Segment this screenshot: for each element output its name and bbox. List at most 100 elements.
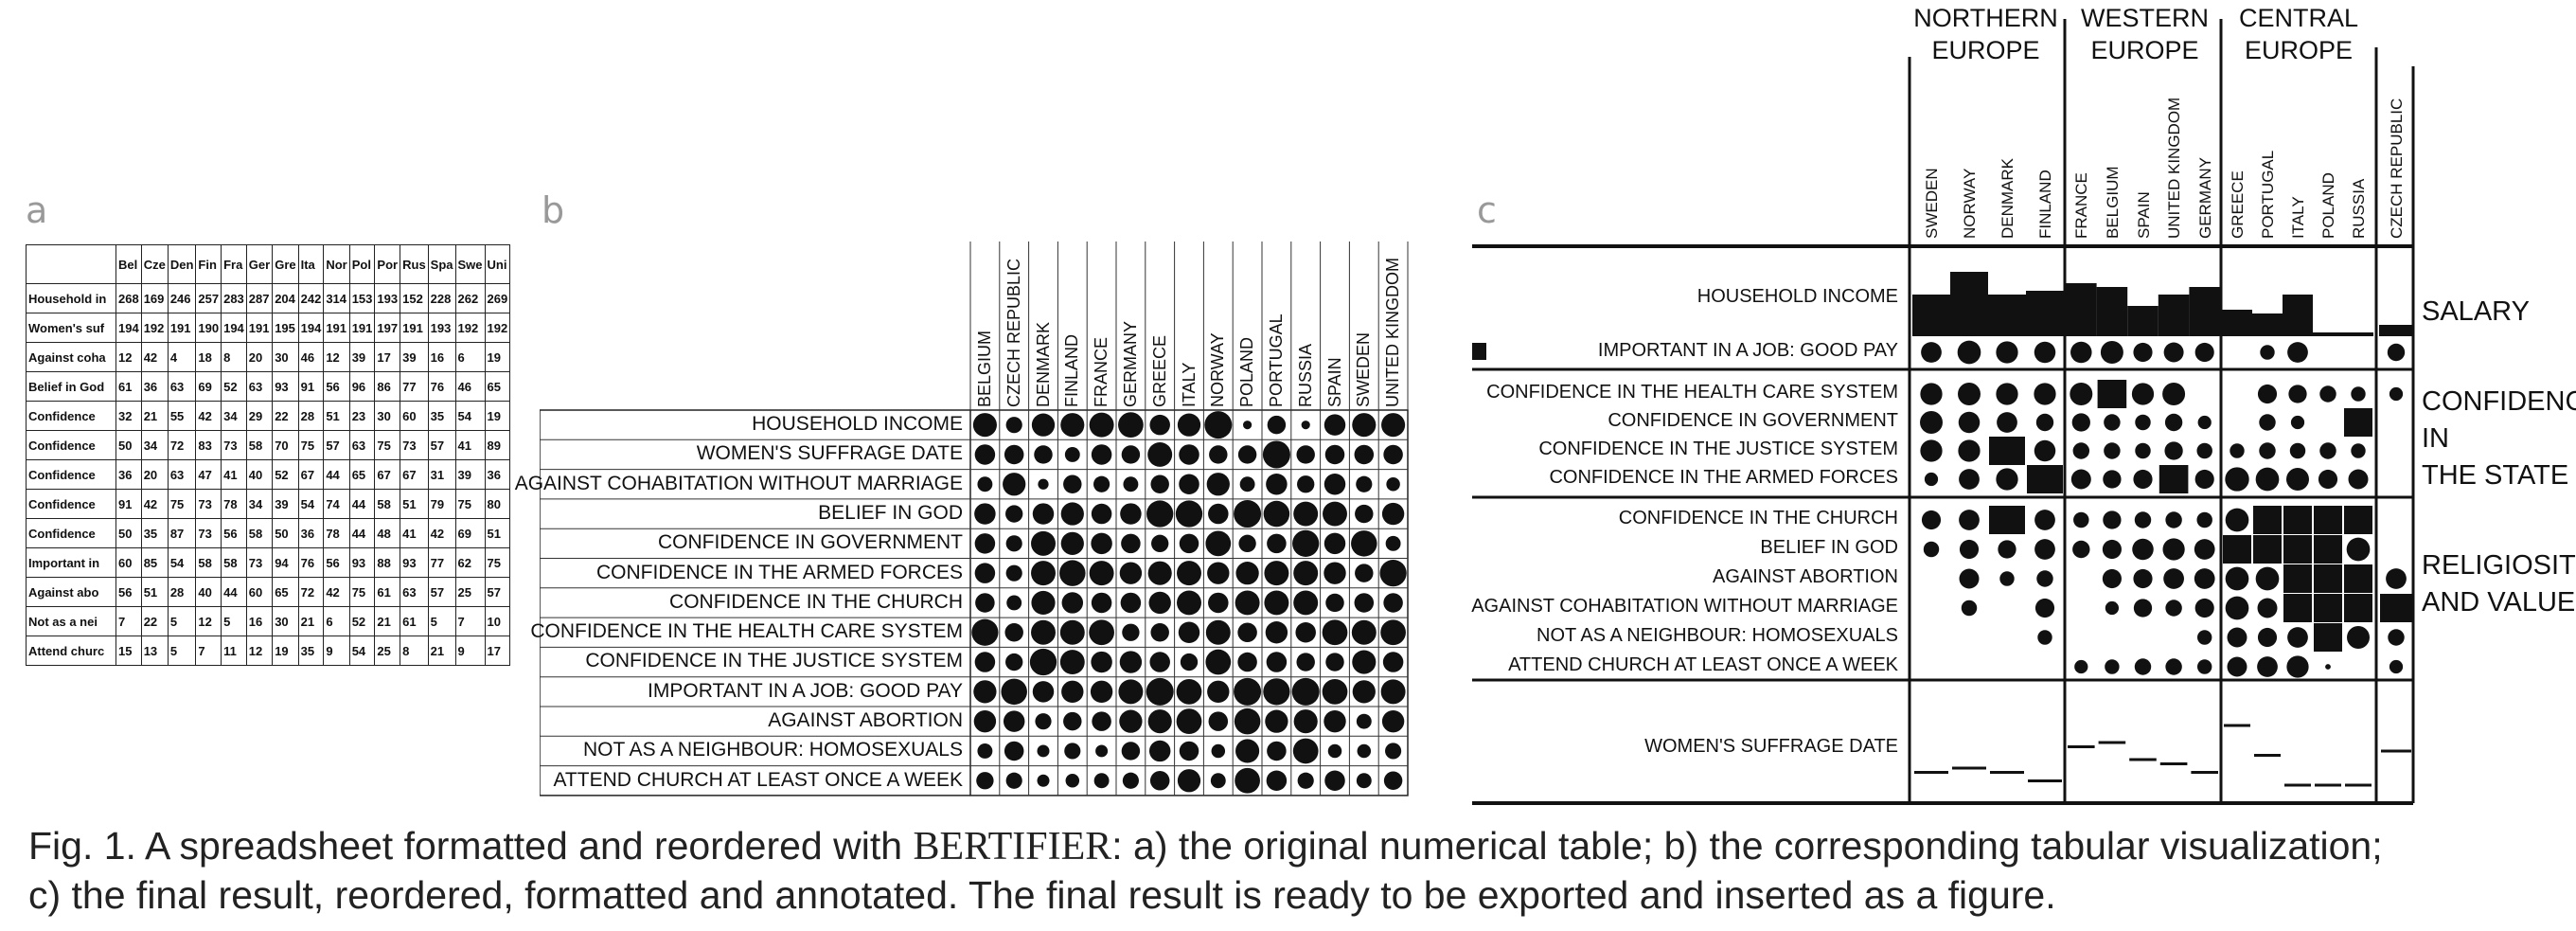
final-dot: [1957, 340, 1981, 365]
final-dot: [2104, 414, 2121, 431]
table-cell: 73: [245, 547, 274, 578]
matrix-dot: [1264, 590, 1289, 616]
table-cell: 283: [221, 283, 247, 313]
matrix-dot: [1234, 500, 1262, 528]
matrix-column-label: DENMARK: [1033, 321, 1053, 407]
table-cell: 39: [348, 342, 376, 372]
table-cell: 44: [221, 577, 247, 607]
table-header-cell: Por: [374, 244, 401, 284]
table-cell: 194: [221, 313, 247, 343]
table-cell: 11: [221, 636, 247, 666]
matrix-dot: [1356, 475, 1373, 492]
final-row-label: NOT AS A NEIGHBOUR: HOMOSEXUALS: [1537, 625, 1898, 646]
table-cell: 5: [427, 606, 456, 636]
table-cell: 50: [115, 518, 142, 548]
matrix-dot: [1150, 474, 1169, 493]
final-dot: [1959, 510, 1980, 530]
table-row-label: Confidence: [26, 459, 116, 490]
matrix-dot: [1120, 503, 1142, 525]
table-cell: 78: [323, 518, 350, 548]
final-cell-full: [2314, 564, 2342, 593]
final-dot: [2389, 659, 2404, 674]
table-corner-cell: [26, 244, 116, 284]
matrix-dot: [1324, 532, 1346, 555]
table-cell: 42: [140, 489, 169, 519]
caption-line2: c) the final result, reordered, formatte…: [28, 873, 2056, 917]
table-cell: 44: [348, 518, 376, 548]
matrix-dot: [1123, 476, 1139, 492]
table-cell: 55: [167, 401, 197, 431]
matrix-dot: [1383, 593, 1403, 613]
table-cell: 5: [167, 606, 197, 636]
income-bar: [2252, 313, 2283, 336]
matrix-column-label: UNITED KINGDOM: [1383, 257, 1403, 407]
matrix-row-label: WOMEN'S SUFFRAGE DATE: [696, 442, 963, 465]
table-row: Important in 60 85 54 58 58 73 94 76 56 93 88 93 77 62…: [26, 547, 511, 578]
matrix-dot: [1380, 679, 1406, 705]
final-dot: [1959, 539, 1980, 560]
matrix-row-label: CONFIDENCE IN THE ARMED FORCES: [596, 561, 963, 583]
final-dot: [2165, 600, 2182, 617]
table-cell: 194: [115, 313, 142, 343]
table-cell: 89: [484, 430, 511, 460]
matrix-dot: [973, 680, 997, 704]
table-cell: 56: [323, 547, 350, 578]
region-column-label: PORTUGAL: [2259, 150, 2277, 239]
matrix-dot: [1091, 592, 1112, 614]
region-column-label: RUSSIA: [2350, 178, 2368, 239]
panel-b-row-labels: HOUSEHOLD INCOME WOMEN'S SUFFRAGE DATE AGA…: [515, 242, 970, 810]
matrix-dot: [1060, 413, 1085, 438]
final-cell-full: [2159, 465, 2189, 493]
final-dot: [2225, 467, 2249, 492]
table-cell: 19: [272, 636, 299, 666]
table-cell: 51: [323, 401, 350, 431]
final-dot: [2257, 656, 2278, 677]
final-dot: [2034, 539, 2055, 560]
category-religion-line: RELIGIOSITY: [2422, 550, 2576, 581]
region-column-label: BELGIUM: [2103, 166, 2122, 239]
region-header: WESTERN EUROPE: [2067, 2, 2223, 66]
matrix-dot: [1005, 653, 1023, 671]
table-cell: 7: [195, 636, 222, 666]
panel-c-matrix: [1472, 19, 2415, 805]
table-cell: 21: [427, 636, 456, 666]
figure-caption: Fig. 1. A spreadsheet formatted and reor…: [28, 822, 2575, 920]
final-dot: [2194, 469, 2214, 490]
table-cell: 192: [484, 313, 511, 343]
income-bar: [1988, 295, 2026, 336]
matrix-dot: [1357, 743, 1372, 759]
matrix-dot: [1209, 445, 1228, 464]
table-cell: 12: [323, 342, 350, 372]
matrix-dot: [1301, 421, 1310, 430]
matrix-dot: [1296, 445, 1315, 464]
final-dot: [2165, 658, 2182, 675]
table-cell: 52: [348, 606, 376, 636]
matrix-dot: [1208, 711, 1229, 731]
table-cell: 74: [323, 489, 350, 519]
final-dot: [1961, 600, 1978, 617]
region-column-label: SWEDEN: [1923, 168, 1941, 239]
matrix-dot: [1089, 412, 1114, 438]
table-cell: 17: [484, 636, 511, 666]
table-cell: 73: [221, 430, 247, 460]
final-dot: [2162, 383, 2186, 405]
table-row: Against coha 12 42 4 18 8 20 30 46 12 39 17 39 16 6 19: [26, 342, 511, 372]
final-dot: [2103, 510, 2122, 529]
final-cell-full: [2097, 380, 2127, 408]
final-dot: [2194, 342, 2214, 363]
region-header-line1: WESTERN: [2081, 4, 2209, 32]
matrix-dot: [1324, 770, 1345, 792]
table-cell: 6: [323, 606, 350, 636]
matrix-dot: [1386, 477, 1400, 492]
matrix-dot: [1297, 475, 1315, 493]
table-cell: 34: [140, 430, 169, 460]
table-cell: 58: [195, 547, 222, 578]
matrix-dot: [1122, 623, 1140, 641]
matrix-dot: [1243, 421, 1252, 430]
table-cell: 94: [272, 547, 299, 578]
final-row-label: AGAINST COHABITATION WITHOUT MARRIAGE: [1471, 596, 1898, 617]
final-dot: [1923, 541, 1940, 558]
table-cell: 61: [374, 577, 401, 607]
table-cell: 61: [400, 606, 429, 636]
matrix-dot: [1267, 533, 1287, 554]
